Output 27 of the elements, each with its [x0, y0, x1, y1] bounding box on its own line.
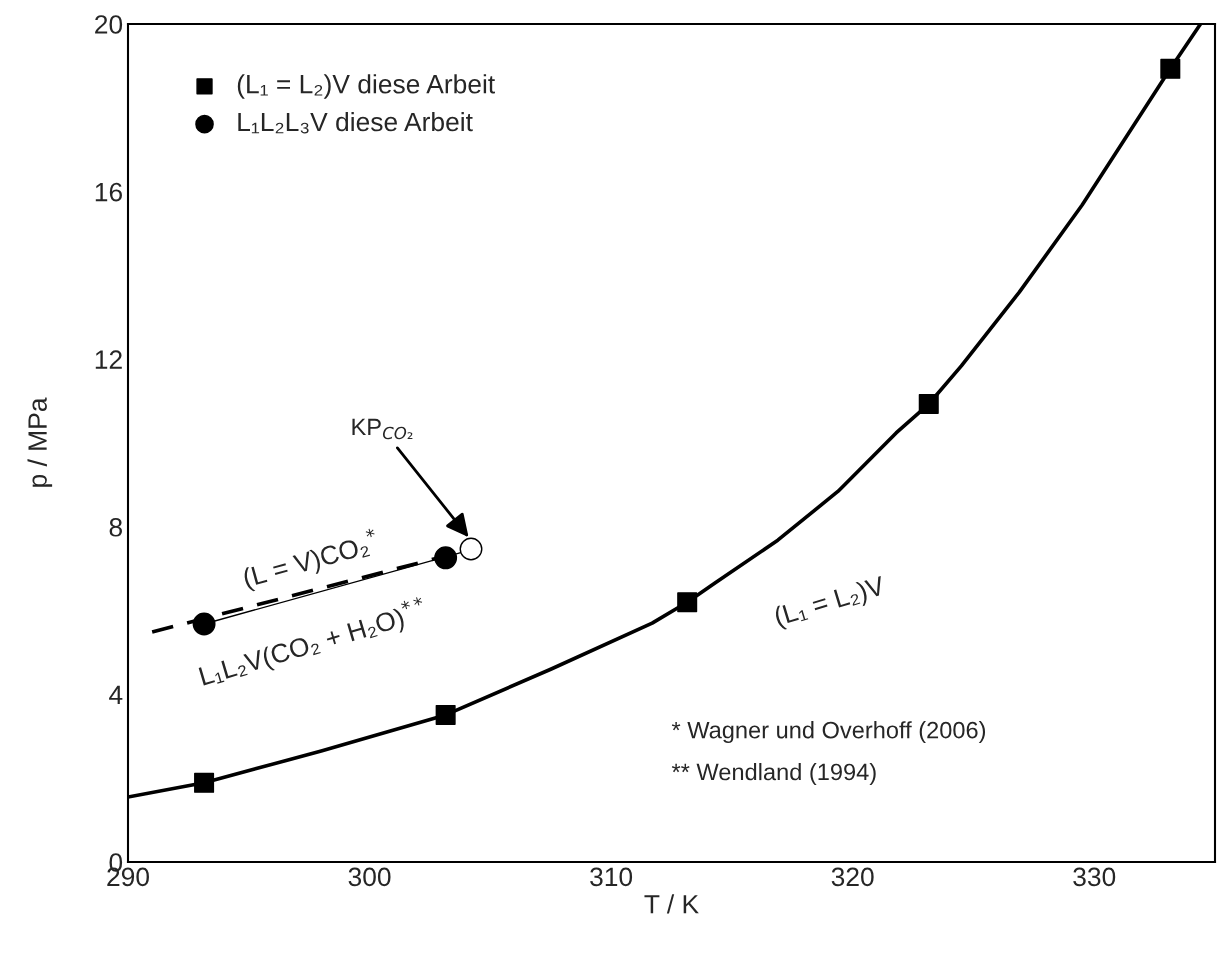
- x-tick-label: 310: [590, 867, 633, 887]
- y-tick-label: 12: [95, 350, 122, 369]
- annotation: KP$_{CO₂}$: [352, 418, 413, 440]
- y-axis-title: p / MPa: [27, 397, 53, 487]
- x-tick-label: 320: [831, 867, 874, 887]
- point: [459, 537, 483, 561]
- x-tick-label: 330: [1073, 867, 1116, 887]
- point: [918, 394, 939, 415]
- point: [435, 704, 456, 725]
- x-axis-title: T / K: [644, 894, 699, 914]
- annotation: * Wagner und Overhoff (2006): [671, 721, 986, 744]
- point: [192, 612, 216, 636]
- text: L₁L₂V(CO₂ + H₂O)$^{**}$: [197, 596, 429, 691]
- point: [434, 546, 458, 570]
- y-tick-label: 8: [109, 517, 122, 537]
- point: [677, 592, 698, 613]
- point: [194, 772, 215, 793]
- y-tick-label: 16: [95, 182, 122, 202]
- point: [1160, 58, 1181, 79]
- legend-label: (L₁ = L₂)V diese Arbeit: [237, 74, 495, 99]
- x-tick-label: 300: [348, 867, 391, 887]
- annotation: ** Wendland (1994): [671, 763, 876, 785]
- y-tick-label: 4: [109, 685, 123, 704]
- text: (L = V)CO₂$^{*}$: [240, 527, 381, 593]
- text: (L₁ = L₂)V: [773, 575, 888, 631]
- y-tick-label: 20: [95, 15, 123, 34]
- legend-label: L₁L₂L₃V diese Arbeit: [238, 111, 473, 134]
